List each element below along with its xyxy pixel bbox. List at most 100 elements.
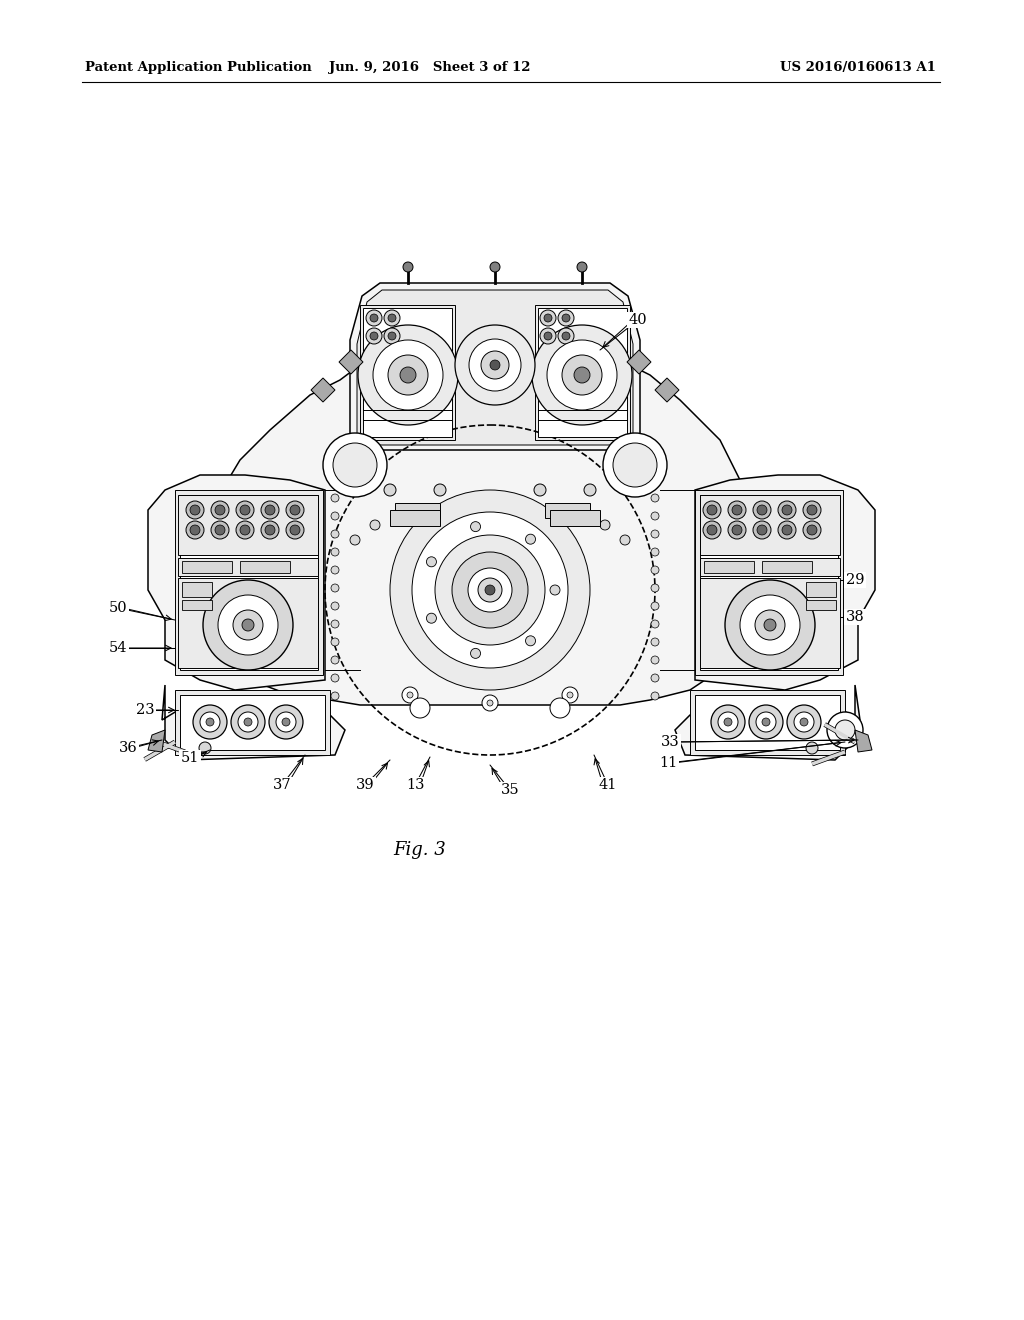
Circle shape (410, 698, 430, 718)
Circle shape (331, 692, 339, 700)
Circle shape (558, 310, 574, 326)
Circle shape (434, 484, 446, 496)
Circle shape (366, 327, 382, 345)
Circle shape (236, 521, 254, 539)
Circle shape (803, 502, 821, 519)
Circle shape (807, 506, 817, 515)
Polygon shape (311, 378, 335, 403)
Polygon shape (339, 350, 362, 374)
Circle shape (331, 494, 339, 502)
Text: 13: 13 (406, 777, 424, 792)
Circle shape (707, 506, 717, 515)
Circle shape (236, 502, 254, 519)
Bar (180, 696, 325, 750)
Circle shape (562, 314, 570, 322)
Circle shape (407, 692, 413, 698)
Circle shape (753, 502, 771, 519)
Circle shape (193, 705, 227, 739)
Text: 39: 39 (355, 777, 375, 792)
Circle shape (651, 692, 659, 700)
Text: 23: 23 (136, 704, 155, 717)
Circle shape (562, 355, 602, 395)
Circle shape (807, 525, 817, 535)
Circle shape (186, 521, 204, 539)
Circle shape (370, 520, 380, 531)
Circle shape (331, 583, 339, 591)
Text: US 2016/0160613 A1: US 2016/0160613 A1 (780, 62, 936, 74)
Circle shape (755, 610, 785, 640)
Circle shape (435, 535, 545, 645)
Circle shape (778, 521, 796, 539)
Circle shape (558, 327, 574, 345)
Circle shape (782, 506, 792, 515)
Circle shape (373, 341, 443, 411)
Circle shape (390, 490, 590, 690)
Text: Patent Application Publication: Patent Application Publication (85, 62, 311, 74)
Circle shape (803, 521, 821, 539)
Bar (178, 578, 318, 668)
Bar (182, 561, 232, 573)
Polygon shape (855, 730, 872, 752)
Circle shape (211, 502, 229, 519)
Circle shape (190, 506, 200, 515)
Circle shape (403, 261, 413, 272)
Polygon shape (675, 685, 860, 760)
Circle shape (323, 433, 387, 498)
Circle shape (231, 705, 265, 739)
Circle shape (388, 314, 396, 322)
Circle shape (331, 602, 339, 610)
Circle shape (753, 521, 771, 539)
Circle shape (215, 506, 225, 515)
Circle shape (725, 579, 815, 671)
Circle shape (331, 675, 339, 682)
Circle shape (540, 327, 556, 345)
Text: 38: 38 (846, 610, 864, 624)
Circle shape (490, 261, 500, 272)
Circle shape (331, 638, 339, 645)
Circle shape (203, 579, 293, 671)
Circle shape (651, 531, 659, 539)
Circle shape (366, 310, 382, 326)
Circle shape (455, 325, 535, 405)
Circle shape (490, 360, 500, 370)
Circle shape (603, 433, 667, 498)
Circle shape (370, 314, 378, 322)
Circle shape (468, 568, 512, 612)
Circle shape (757, 525, 767, 535)
Polygon shape (695, 475, 874, 690)
Circle shape (265, 525, 275, 535)
Circle shape (244, 718, 252, 726)
Circle shape (651, 548, 659, 556)
Circle shape (471, 521, 480, 532)
Circle shape (740, 595, 800, 655)
Circle shape (827, 711, 863, 748)
Circle shape (402, 686, 418, 704)
Bar (690, 690, 845, 755)
Circle shape (242, 619, 254, 631)
Circle shape (211, 521, 229, 539)
Bar (535, 305, 630, 440)
Circle shape (200, 711, 220, 733)
Circle shape (544, 314, 552, 322)
Text: 41: 41 (599, 777, 617, 792)
Bar (362, 308, 452, 437)
Circle shape (651, 675, 659, 682)
Circle shape (426, 614, 436, 623)
Circle shape (651, 512, 659, 520)
Circle shape (724, 718, 732, 726)
Circle shape (613, 444, 657, 487)
Bar (178, 558, 318, 576)
Circle shape (800, 718, 808, 726)
Circle shape (331, 512, 339, 520)
Circle shape (584, 484, 596, 496)
Circle shape (384, 310, 400, 326)
Circle shape (534, 484, 546, 496)
Polygon shape (200, 366, 760, 705)
Circle shape (400, 367, 416, 383)
Circle shape (550, 698, 570, 718)
Circle shape (718, 711, 738, 733)
Text: 29: 29 (846, 573, 864, 587)
Circle shape (651, 638, 659, 645)
Circle shape (651, 656, 659, 664)
Bar (182, 582, 212, 597)
